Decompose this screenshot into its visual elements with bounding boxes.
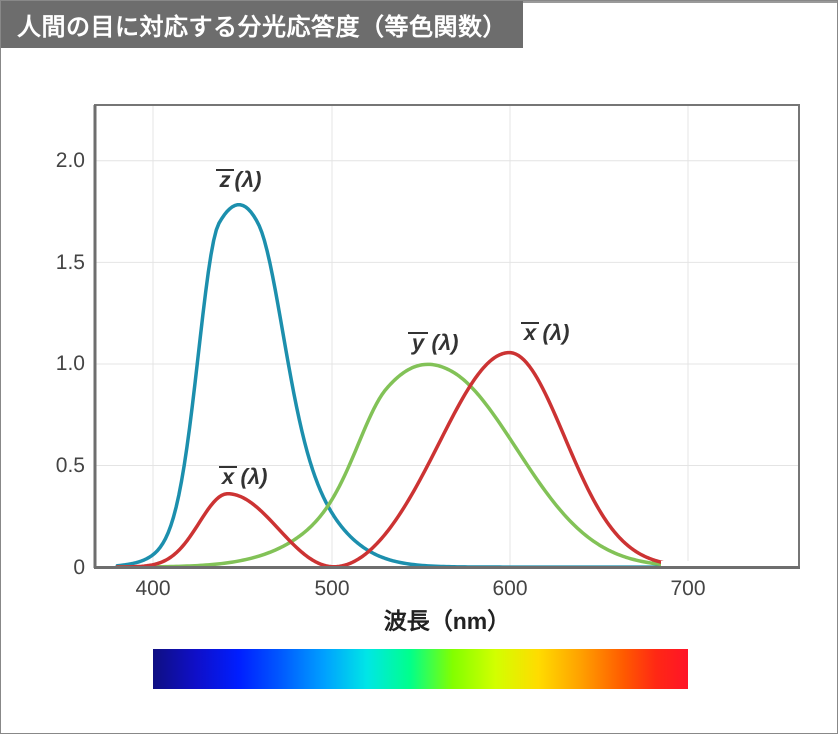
svg-text:700: 700: [670, 577, 705, 600]
svg-text:0: 0: [73, 556, 85, 579]
svg-text:1.0: 1.0: [56, 352, 85, 375]
svg-text:1.5: 1.5: [56, 251, 85, 274]
svg-text:(λ): (λ): [543, 320, 570, 345]
svg-text:(λ): (λ): [235, 167, 262, 192]
svg-text:0.5: 0.5: [56, 454, 85, 477]
svg-text:波長（nm）: 波長（nm）: [384, 608, 511, 634]
svg-text:500: 500: [314, 577, 349, 600]
svg-text:400: 400: [135, 577, 170, 600]
svg-text:(λ): (λ): [241, 464, 268, 489]
svg-text:(λ): (λ): [432, 330, 459, 355]
svg-text:600: 600: [492, 577, 527, 600]
svg-text:2.0: 2.0: [56, 149, 85, 172]
